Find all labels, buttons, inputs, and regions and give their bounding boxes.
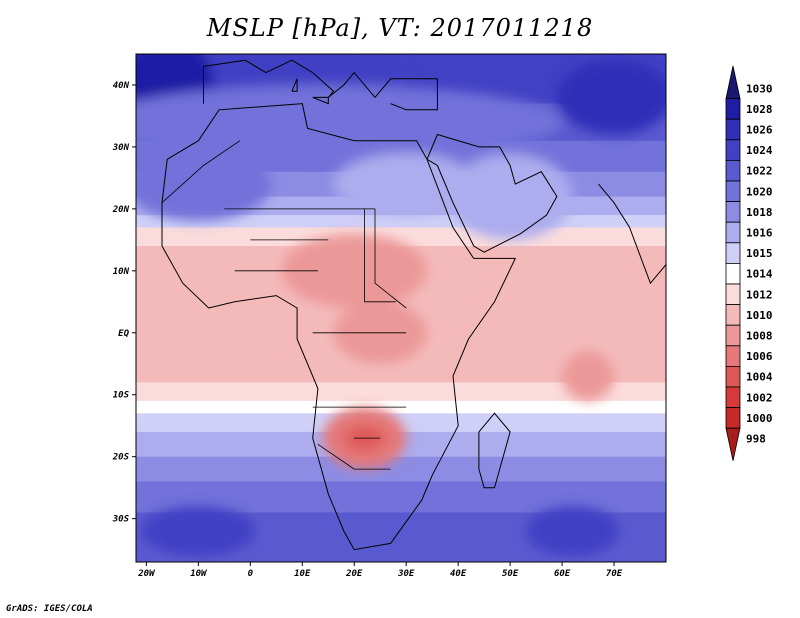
europe-coastline [203, 59, 438, 111]
y-tick-label: 10S [113, 391, 130, 401]
plot-frame [135, 53, 667, 563]
pressure-cell-n-sahara-west [136, 146, 272, 222]
colorbar-swatch [725, 98, 741, 120]
africa-coastline [161, 103, 517, 551]
colorbar-swatch [725, 139, 741, 161]
colorbar-swatch [725, 345, 741, 367]
colorbar-label: 1030 [746, 82, 773, 95]
pressure-cell-s-high-atlantic [141, 506, 256, 556]
x-tick-label: 40E [450, 569, 467, 579]
colorbar-label: 998 [746, 433, 766, 446]
pressure-cell-arabia [447, 153, 573, 240]
y-axis: 40N 30N 20N 10N EQ 10S 20S 30S [112, 81, 136, 525]
colorbar-label: 1014 [746, 268, 773, 281]
country-border [364, 208, 396, 303]
colorbar-label: 1024 [746, 144, 773, 157]
colorbar-label: 1018 [746, 206, 773, 219]
sicily-coastline [312, 96, 329, 105]
colorbar-swatch [725, 283, 741, 306]
x-tick-label: 70E [606, 569, 623, 579]
y-tick-label: 30S [112, 515, 130, 525]
colorbar-swatch [725, 262, 741, 285]
colorbar-label: 1004 [746, 371, 773, 384]
colorbar-label: 1002 [746, 391, 773, 404]
pressure-band [136, 382, 666, 402]
colorbar-swatch [725, 65, 741, 99]
pressure-anomalies [136, 54, 666, 556]
arabia-coastline [426, 133, 558, 253]
y-tick-label: 10N [113, 267, 130, 277]
pressure-cell-s-high-indian [525, 506, 620, 556]
grads-credit: GrADS: IGES/COLA [6, 604, 93, 614]
x-tick-label: 0 [248, 569, 254, 579]
pressure-field-layer [136, 54, 666, 562]
pressure-cell-africa-low-n [281, 233, 427, 308]
colorbar-label: 1010 [746, 309, 773, 322]
y-tick-label: EQ [118, 329, 129, 339]
colorbar-label: 1026 [746, 124, 773, 137]
colorbar-swatch [725, 407, 741, 429]
map-title: MSLP [hPa], VT: 2017011218 [206, 14, 594, 42]
colorbar-swatch [725, 324, 741, 347]
colorbar-swatch [725, 365, 741, 388]
colorbar: 1030 1028 1026 1024 1022 1020 1018 1016 1015 1014… [725, 65, 773, 461]
colorbar-swatch [725, 242, 741, 264]
country-border [317, 443, 391, 470]
colorbar-label: 1012 [746, 288, 773, 301]
mediterranean-islands [291, 78, 298, 92]
madagascar-coastline [478, 412, 511, 489]
x-tick-label: 20W [137, 569, 156, 579]
country-border [374, 208, 407, 309]
colorbar-label: 1022 [746, 165, 773, 178]
y-tick-label: 20N [112, 205, 130, 215]
x-tick-label: 20E [345, 569, 363, 579]
y-tick-label: 20S [112, 453, 130, 463]
pressure-band [136, 456, 666, 483]
colorbar-label: 1006 [746, 350, 773, 363]
colorbar-label: 1028 [746, 103, 773, 116]
pressure-cell-n-band-1 [136, 84, 563, 160]
pressure-band [136, 400, 666, 415]
colorbar-swatch [725, 304, 741, 326]
pressure-cell-indian-low [562, 351, 615, 401]
colorbar-swatch [725, 118, 741, 141]
colorbar-swatch [725, 386, 741, 409]
colorbar-swatch [725, 221, 741, 244]
colorbar-label: 1020 [746, 185, 773, 198]
colorbar-swatch [725, 180, 741, 203]
colorbar-label: 1016 [746, 227, 773, 240]
colorbar-label: 1015 [746, 247, 773, 260]
india-coastline [598, 183, 666, 285]
country-border [161, 140, 241, 203]
x-tick-label: 50E [502, 569, 519, 579]
colorbar-label: 1008 [746, 330, 773, 343]
pressure-cell-n-high-asia [556, 60, 666, 135]
x-tick-label: 30E [397, 569, 415, 579]
colorbar-swatch [725, 159, 741, 182]
x-tick-label: 10E [294, 569, 311, 579]
colorbar-swatch [725, 427, 741, 461]
coastline-layer [161, 59, 666, 551]
x-tick-label: 10W [190, 569, 208, 579]
colorbar-label: 1000 [746, 412, 773, 425]
colorbar-swatch [725, 201, 741, 223]
y-tick-label: 40N [113, 81, 130, 91]
x-axis: 20W 10W 0 10E 20E 30E 40E 50E 60E 70E [137, 562, 623, 579]
y-tick-label: 30N [112, 143, 130, 153]
x-tick-label: 60E [554, 569, 571, 579]
